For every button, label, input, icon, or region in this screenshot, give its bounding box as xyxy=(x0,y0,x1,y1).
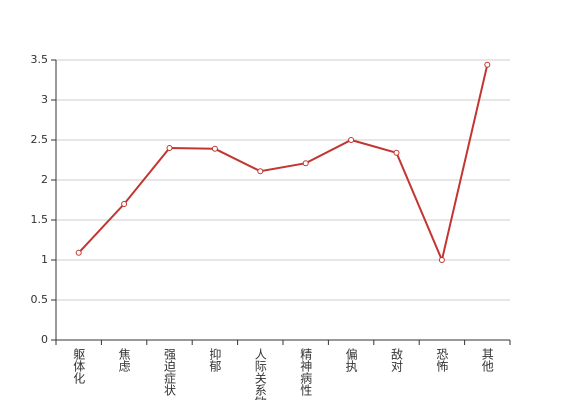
y-tick-label: 0.5 xyxy=(31,293,49,306)
y-tick-label: 2 xyxy=(41,173,48,186)
point xyxy=(393,149,400,156)
point xyxy=(484,61,491,68)
point xyxy=(211,145,218,152)
point xyxy=(121,201,128,207)
point xyxy=(257,168,264,175)
y-tick-label: 2.5 xyxy=(31,133,49,146)
x-tick-label: 躯体化 xyxy=(72,347,86,385)
x-tick-label: 偏执 xyxy=(344,347,358,373)
x-tick-label: 敌对 xyxy=(390,347,404,372)
y-tick-label: 3.5 xyxy=(31,53,49,66)
point xyxy=(438,257,445,263)
y-tick-label: 1.5 xyxy=(31,213,49,226)
y-tick-label: 1 xyxy=(41,253,48,266)
y-tick-label: 3 xyxy=(41,93,48,106)
point xyxy=(348,137,355,143)
line xyxy=(77,64,489,264)
x-tick-label: 恐怖 xyxy=(435,348,449,372)
x-tick-label: 其他 xyxy=(480,348,494,372)
x-tick-label: 抑郁 xyxy=(208,347,222,373)
x-tick-label: 精神病性 xyxy=(299,348,313,397)
x-tick-label: 人际关系敏感 xyxy=(253,348,267,400)
point xyxy=(302,160,309,167)
point xyxy=(75,249,82,256)
point xyxy=(166,145,173,151)
y-tick-label: 0 xyxy=(41,333,48,346)
x-tick-label: 强迫症状 xyxy=(163,348,177,396)
x-tick-label: 焦虑 xyxy=(117,348,131,372)
